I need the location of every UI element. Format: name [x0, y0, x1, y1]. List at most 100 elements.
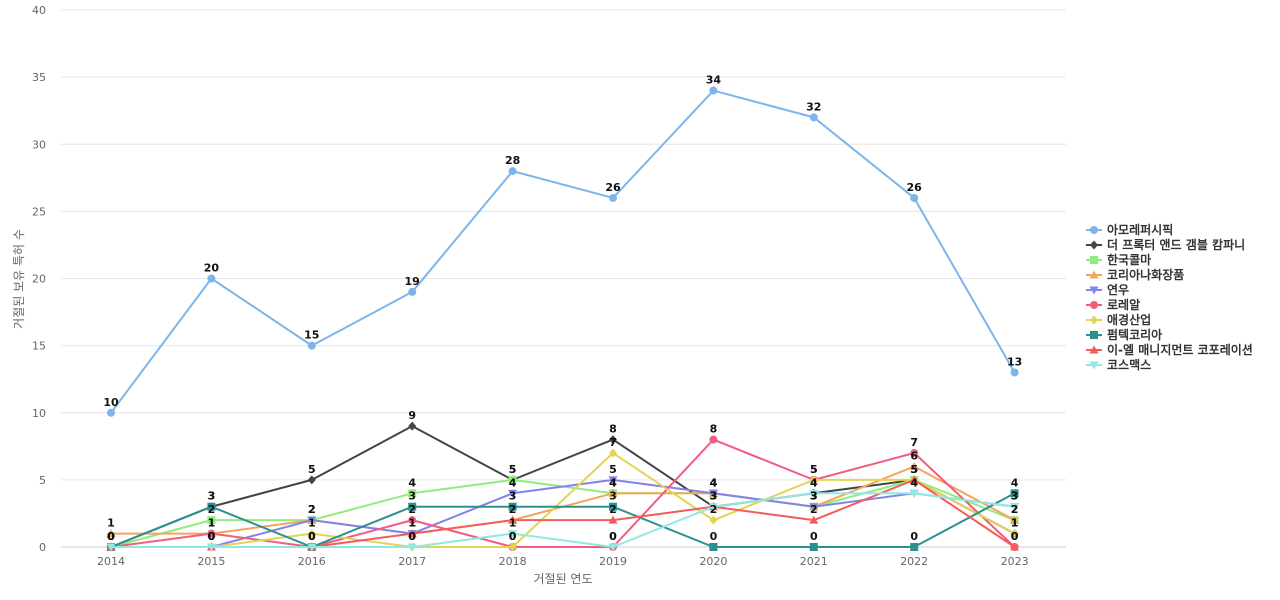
x-tick-label: 2018 — [499, 555, 527, 568]
data-point — [709, 435, 718, 444]
y-tick-label: 30 — [32, 138, 46, 151]
x-tick-label: 2023 — [1001, 555, 1029, 568]
data-label: 2 — [509, 503, 517, 516]
legend-item: 펌텍코리아 — [1086, 327, 1162, 342]
data-point — [609, 435, 617, 445]
data-label: 19 — [405, 275, 420, 288]
data-label: 2 — [308, 503, 316, 516]
data-label: 2 — [408, 503, 416, 516]
data-label: 15 — [304, 329, 319, 342]
data-point — [910, 543, 919, 551]
data-label: 2 — [810, 503, 818, 516]
legend-label: 아모레퍼시픽 — [1107, 222, 1173, 237]
data-label: 4 — [1011, 476, 1019, 489]
legend-label: 연우 — [1107, 282, 1129, 297]
data-point — [1010, 503, 1020, 512]
y-tick-label: 5 — [39, 474, 46, 487]
y-tick-label: 15 — [32, 340, 46, 353]
data-label: 5 — [910, 463, 918, 476]
data-label: 8 — [609, 423, 617, 436]
series-line — [110, 452, 1016, 548]
data-point — [207, 274, 216, 283]
legend-marker — [1089, 286, 1099, 295]
data-label: 3 — [509, 490, 517, 503]
data-point — [609, 193, 617, 202]
data-point — [207, 516, 216, 525]
data-label: 3 — [710, 490, 718, 503]
x-axis-ticks: 2014 2015 2016 2017 2018 2019 2020 2021 2022 2023 — [97, 555, 1029, 568]
data-label: 1 — [408, 517, 416, 530]
data-point — [106, 543, 116, 552]
data-point — [1010, 489, 1019, 498]
x-tick-label: 2022 — [900, 555, 928, 568]
data-label: 3 — [1011, 490, 1019, 503]
data-label: 0 — [107, 530, 115, 543]
data-label: 0 — [308, 530, 316, 543]
legend-item: 로레알 — [1086, 297, 1140, 312]
data-label: 2 — [1011, 503, 1019, 516]
data-label: 3 — [208, 490, 216, 503]
data-label: 0 — [107, 530, 115, 543]
data-point — [809, 475, 818, 485]
data-point — [207, 502, 216, 511]
legend-item: 연우 — [1086, 282, 1129, 297]
data-label: 4 — [910, 476, 918, 489]
legend-marker — [1090, 226, 1098, 234]
series-10 — [106, 489, 1020, 552]
data-point — [910, 449, 919, 458]
legend-marker — [1089, 361, 1099, 370]
data-label: 1 — [509, 517, 517, 530]
data-label: 0 — [107, 530, 115, 543]
data-label: 3 — [710, 490, 718, 503]
data-label: 0 — [107, 530, 115, 543]
data-label: 1 — [408, 517, 416, 530]
data-label: 0 — [1011, 530, 1019, 543]
data-label: 0 — [107, 530, 115, 543]
data-point — [709, 515, 718, 525]
data-label: 5 — [609, 463, 617, 476]
data-label: 2 — [509, 503, 517, 516]
legend-item: 코스맥스 — [1086, 357, 1151, 372]
data-label: 4 — [810, 476, 818, 489]
data-point — [408, 489, 417, 498]
data-point — [307, 341, 316, 350]
x-tick-label: 2019 — [599, 555, 627, 568]
data-point — [206, 543, 216, 552]
data-label: 0 — [208, 530, 216, 543]
data-point — [508, 530, 518, 539]
legend-label: 코리아나화장품 — [1107, 267, 1184, 282]
data-label: 0 — [408, 530, 416, 543]
data-label: 5 — [910, 463, 918, 476]
legend-marker — [1090, 240, 1098, 250]
legend-label: 애경산업 — [1107, 312, 1151, 327]
x-tick-label: 2020 — [699, 555, 727, 568]
data-point — [408, 421, 417, 431]
legend-label: 펌텍코리아 — [1107, 327, 1162, 342]
x-tick-label: 2017 — [398, 555, 426, 568]
series-line — [110, 492, 1016, 548]
data-label: 1 — [208, 517, 216, 530]
data-label: 4 — [509, 476, 517, 489]
data-label: 4 — [408, 476, 416, 489]
data-label: 1 — [408, 517, 416, 530]
y-axis-title: 거절된 보유 특허 수 — [12, 229, 26, 329]
legend-item: 아모레퍼시픽 — [1086, 222, 1173, 237]
data-label: 3 — [609, 490, 617, 503]
data-point — [608, 488, 618, 497]
x-axis-title: 거절된 연도 — [533, 572, 592, 586]
legend-marker — [1090, 301, 1098, 309]
data-label: 0 — [1011, 530, 1019, 543]
data-label: 13 — [1007, 355, 1022, 368]
data-label: 2 — [1011, 503, 1019, 516]
data-label: 4 — [910, 476, 918, 489]
data-point — [608, 543, 618, 552]
legend-label: 로레알 — [1107, 297, 1140, 312]
data-label: 7 — [609, 436, 617, 449]
data-point — [1010, 515, 1020, 524]
data-point — [508, 475, 517, 484]
data-label: 5 — [910, 463, 918, 476]
data-label: 28 — [505, 154, 520, 167]
data-point — [508, 542, 517, 552]
data-label: 0 — [408, 530, 416, 543]
data-label: 3 — [408, 490, 416, 503]
